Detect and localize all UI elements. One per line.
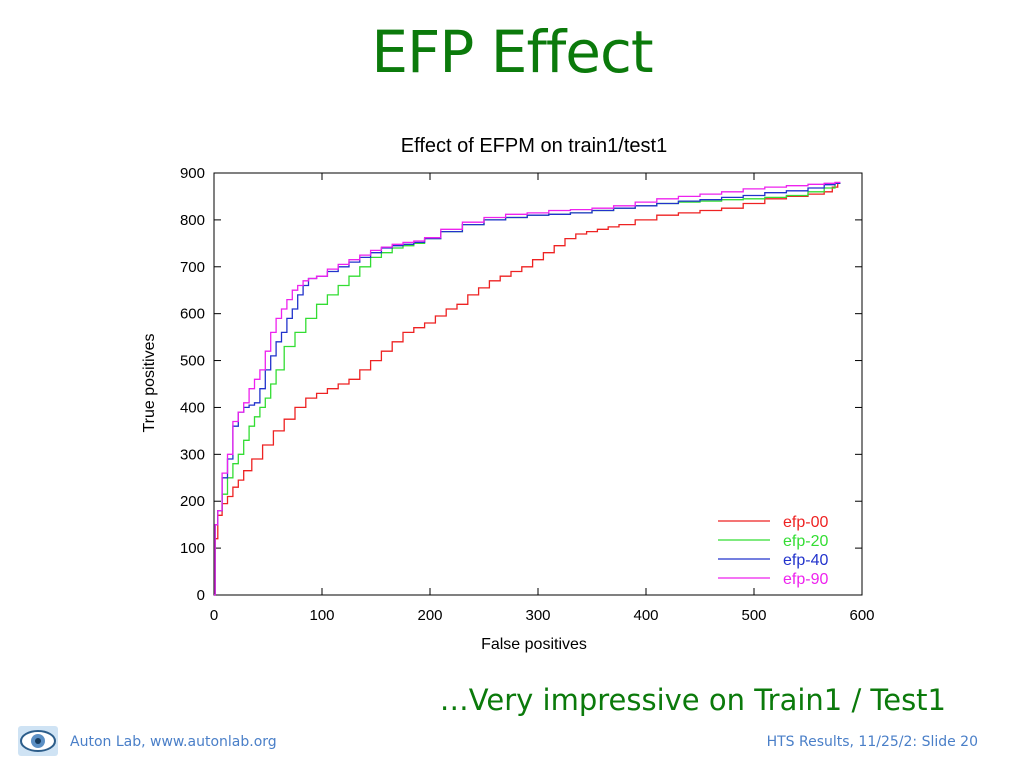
x-tick-label: 200 xyxy=(417,607,442,624)
y-axis-label: True positives xyxy=(141,334,158,433)
series-line-efp-40 xyxy=(214,182,841,596)
y-tick-label: 700 xyxy=(180,259,205,276)
y-tick-label: 300 xyxy=(180,446,205,463)
y-tick-label: 200 xyxy=(180,493,205,510)
series-line-efp-20 xyxy=(214,182,841,596)
footer-right: HTS Results, 11/25/2: Slide 20 xyxy=(766,734,978,750)
y-tick-label: 0 xyxy=(197,587,205,604)
y-tick-label: 100 xyxy=(180,540,205,557)
y-tick-label: 600 xyxy=(180,306,205,323)
legend-label-efp-20: efp-20 xyxy=(783,533,828,550)
x-tick-label: 600 xyxy=(849,607,874,624)
slide-caption: …Very impressive on Train1 / Test1 xyxy=(439,683,946,717)
y-tick-label: 800 xyxy=(180,212,205,229)
chart-title: Effect of EFPM on train1/test1 xyxy=(401,135,667,157)
legend-label-efp-00: efp-00 xyxy=(783,514,828,531)
y-tick-label: 900 xyxy=(180,165,205,182)
x-tick-label: 300 xyxy=(525,607,550,624)
x-tick-label: 500 xyxy=(741,607,766,624)
y-tick-label: 400 xyxy=(180,399,205,416)
footer-left: Auton Lab, www.autonlab.org xyxy=(70,734,277,750)
eye-logo-icon xyxy=(18,726,58,756)
series-line-efp-00 xyxy=(214,182,841,596)
plot-frame xyxy=(213,172,863,596)
x-axis-label: False positives xyxy=(481,636,587,653)
legend-label-efp-40: efp-40 xyxy=(783,552,828,569)
x-tick-label: 0 xyxy=(210,607,218,624)
legend-label-efp-90: efp-90 xyxy=(783,571,828,588)
series-line-efp-90 xyxy=(214,181,841,596)
y-tick-label: 500 xyxy=(180,353,205,370)
slide-title: EFP Effect xyxy=(371,18,653,86)
x-tick-label: 100 xyxy=(309,607,334,624)
x-tick-label: 400 xyxy=(633,607,658,624)
